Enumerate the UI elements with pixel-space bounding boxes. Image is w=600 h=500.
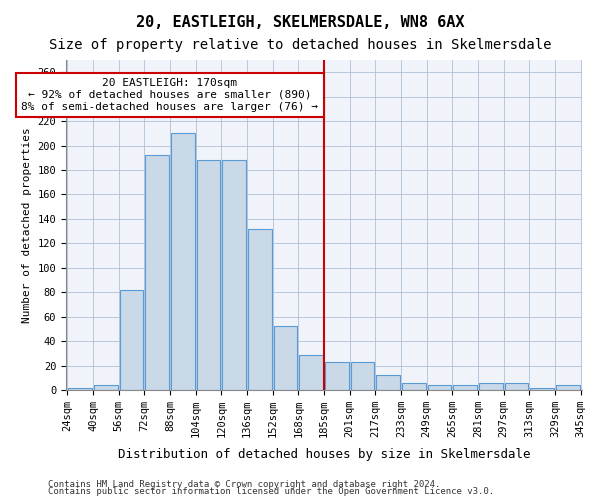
Bar xyxy=(479,382,503,390)
Bar xyxy=(68,388,92,390)
X-axis label: Distribution of detached houses by size in Skelmersdale: Distribution of detached houses by size … xyxy=(118,448,530,462)
Bar xyxy=(325,362,349,390)
Bar xyxy=(350,362,374,390)
Text: Contains public sector information licensed under the Open Government Licence v3: Contains public sector information licen… xyxy=(48,487,494,496)
Bar xyxy=(454,385,477,390)
Bar xyxy=(145,156,169,390)
Y-axis label: Number of detached properties: Number of detached properties xyxy=(22,127,32,323)
Bar xyxy=(505,382,529,390)
Bar xyxy=(94,385,118,390)
Bar xyxy=(402,382,425,390)
Text: Contains HM Land Registry data © Crown copyright and database right 2024.: Contains HM Land Registry data © Crown c… xyxy=(48,480,440,489)
Bar xyxy=(428,385,451,390)
Bar xyxy=(530,388,554,390)
Bar xyxy=(248,228,272,390)
Bar xyxy=(299,354,323,390)
Bar xyxy=(274,326,298,390)
Bar xyxy=(119,290,143,390)
Text: Size of property relative to detached houses in Skelmersdale: Size of property relative to detached ho… xyxy=(49,38,551,52)
Bar xyxy=(556,385,580,390)
Bar xyxy=(197,160,220,390)
Bar xyxy=(171,134,194,390)
Bar xyxy=(376,376,400,390)
Text: 20, EASTLEIGH, SKELMERSDALE, WN8 6AX: 20, EASTLEIGH, SKELMERSDALE, WN8 6AX xyxy=(136,15,464,30)
Bar xyxy=(223,160,246,390)
Text: 20 EASTLEIGH: 170sqm
← 92% of detached houses are smaller (890)
8% of semi-detac: 20 EASTLEIGH: 170sqm ← 92% of detached h… xyxy=(22,78,319,112)
